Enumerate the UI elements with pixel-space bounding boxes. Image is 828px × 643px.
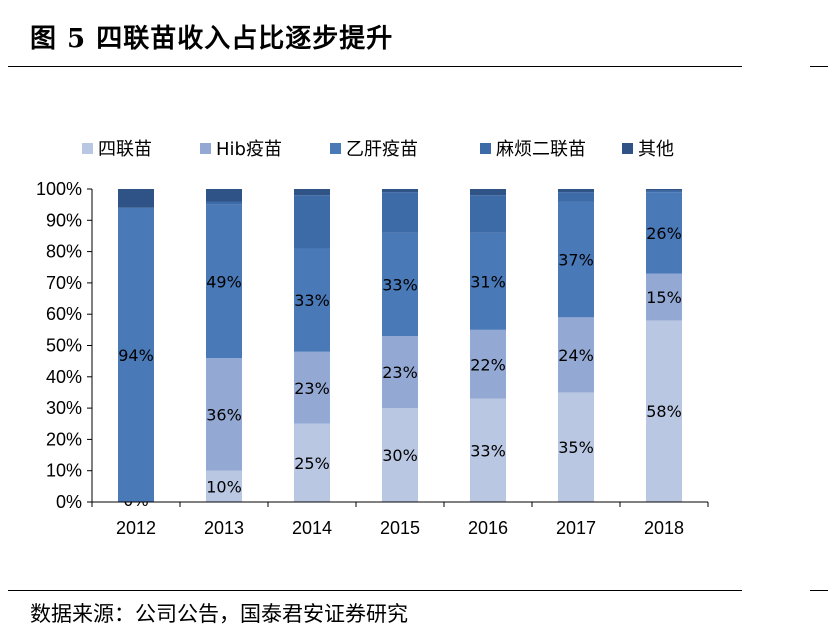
x-axis: 2012 2013 2014 2015 2016 2017 2018 [91,501,709,538]
bar-segment [470,329,506,399]
bar-segment [382,336,418,409]
y-tick-label: 20% [46,429,82,449]
y-tick-label: 10% [46,461,82,481]
x-tick-label: 2014 [292,518,332,538]
bar-segment [646,189,682,191]
y-tick-label: 50% [46,336,82,356]
x-tick-label: 2013 [204,518,244,538]
bar-segment [646,320,682,502]
bar-segment [294,195,330,249]
data-label: 24% [558,346,594,365]
y-tick-label: 70% [46,273,82,293]
source-note: 数据来源：公司公告，国泰君安证券研究 [30,602,408,626]
bar-segment [646,192,682,274]
legend-label: Hib疫苗 [216,139,282,160]
x-tick-label: 2015 [380,518,420,538]
data-label: 15% [646,288,682,307]
data-label: 23% [294,379,330,398]
bar-segment [382,192,418,233]
bar-segment [558,201,594,318]
bar-segment [558,317,594,393]
bar-segment [558,392,594,502]
legend-label: 四联苗 [98,139,152,160]
legend-label: 乙肝疫苗 [346,139,418,160]
bar-segment [382,408,418,502]
data-label: 25% [294,454,330,473]
bars: 0%94%10%36%49%25%23%33%30%23%33%33%22%31… [118,189,682,510]
x-tick-label: 2016 [468,518,508,538]
bar-segment [206,204,242,359]
bar-segment [558,189,594,193]
legend-swatch [200,143,211,154]
data-label: 31% [470,272,506,291]
stacked-bar-chart: 四联苗 Hib疫苗 乙肝疫苗 麻烦二联苗 其他 0% 10% 20% 30% 40% 50% 60%… [36,139,709,538]
x-tick-label: 2017 [556,518,596,538]
top-rule-right [810,66,828,67]
data-label: 26% [646,224,682,243]
y-tick-label: 90% [46,210,82,230]
data-label: 30% [382,446,418,465]
x-tick-label: 2018 [644,518,684,538]
legend-swatch [622,143,633,154]
page-title: 图 5 四联苗收入占比逐步提升 [30,24,394,54]
bar-segment [206,470,242,502]
data-label: 35% [558,438,594,457]
data-label: 10% [206,477,242,496]
data-label: 58% [646,402,682,421]
legend-swatch [480,143,491,154]
bar-segment [382,232,418,337]
data-label: 23% [382,363,418,382]
bar-segment [294,248,330,352]
data-label: 22% [470,355,506,374]
top-rule [8,66,742,67]
legend: 四联苗 Hib疫苗 乙肝疫苗 麻烦二联苗 其他 [82,139,674,160]
bar-segment [470,189,506,196]
data-label: 33% [382,275,418,294]
bar-segment [558,192,594,202]
bar-segment [646,273,682,321]
bar-segment [206,189,242,202]
bar-segment [206,201,242,205]
data-label: 94% [118,346,154,365]
legend-swatch [330,143,341,154]
data-label: 33% [294,291,330,310]
y-axis: 0% 10% 20% 30% 40% 50% 60% 70% 80% 90% 100% [36,179,93,512]
legend-swatch [82,143,93,154]
bar-segment [470,398,506,502]
data-label: 49% [206,272,242,291]
data-label: 37% [558,250,594,269]
y-tick-label: 0% [56,492,82,512]
bar-segment [118,189,154,208]
bar-segment [294,423,330,502]
bar-segment [118,207,154,502]
bar-segment [294,189,330,196]
y-tick-label: 100% [36,179,82,199]
data-label: 33% [470,441,506,460]
bar-segment [206,358,242,471]
y-tick-label: 60% [46,304,82,324]
legend-label: 其他 [638,139,674,160]
data-label: 36% [206,405,242,424]
y-tick-label: 30% [46,398,82,418]
bar-segment [470,232,506,330]
x-tick-label: 2012 [116,518,156,538]
bar-segment [382,189,418,193]
bottom-rule [8,590,742,591]
bottom-rule-right [810,590,828,591]
bar-segment [470,195,506,233]
bar-segment [646,190,682,193]
bar-segment [294,351,330,424]
y-tick-label: 40% [46,367,82,387]
y-tick-label: 80% [46,242,82,262]
legend-label: 麻烦二联苗 [496,139,586,160]
